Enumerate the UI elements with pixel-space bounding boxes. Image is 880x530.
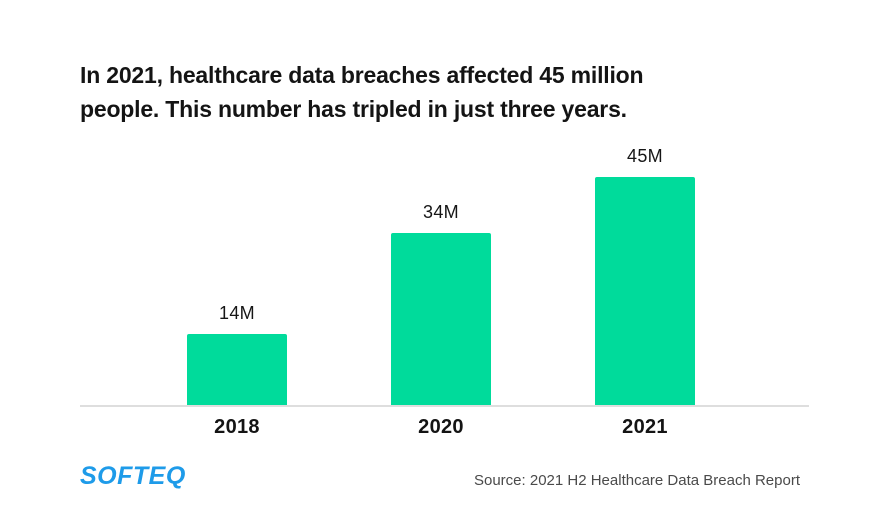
- x-axis-label-2020: 2020: [418, 416, 464, 438]
- x-axis-label-2021: 2021: [622, 416, 668, 438]
- bar-2021: [595, 177, 695, 405]
- bar-2020: [391, 233, 491, 405]
- bar-chart: 14M 2018 34M 2020 45M 2021: [80, 140, 809, 440]
- bar-column-2021: 45M 2021: [595, 140, 695, 438]
- source-caption: Source: 2021 H2 Healthcare Data Breach R…: [473, 472, 800, 489]
- chart-title-line-1: In 2021, healthcare data breaches affect…: [80, 62, 644, 88]
- x-axis-label-2018: 2018: [214, 416, 260, 438]
- chart-title: In 2021, healthcare data breaches affect…: [80, 58, 780, 126]
- chart-title-line-2: people. This number has tripled in just …: [80, 96, 627, 122]
- softeq-logo: SOFTEQ: [80, 462, 186, 490]
- bar-2018: [187, 334, 287, 405]
- bar-column-2018: 14M 2018: [187, 140, 287, 438]
- bar-value-label-2020: 34M: [423, 202, 459, 222]
- bar-value-label-2018: 14M: [219, 303, 255, 323]
- x-axis-line: [80, 405, 809, 407]
- bar-value-label-2021: 45M: [627, 146, 663, 166]
- bar-column-2020: 34M 2020: [391, 140, 491, 438]
